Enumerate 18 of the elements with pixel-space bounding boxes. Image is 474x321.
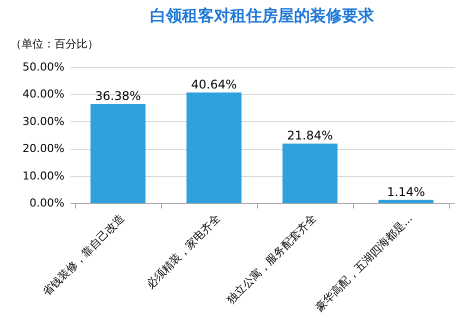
x-tick-label: 必须精装，家电齐全 — [144, 212, 223, 291]
bar — [378, 200, 434, 203]
bar — [186, 92, 242, 203]
x-tick-label: 省钱装修，靠自己改造 — [40, 212, 127, 299]
y-tick-label: 0.00% — [30, 196, 64, 210]
y-tick-label: 40.00% — [22, 88, 64, 101]
data-label: 1.14% — [386, 184, 426, 199]
chart-title: 白领租客对租住房屋的装修要求 — [150, 6, 375, 25]
y-tick-label: 10.00% — [22, 169, 64, 182]
data-label: 40.64% — [191, 77, 237, 92]
y-tick-label: 30.00% — [22, 114, 64, 128]
data-label: 36.38% — [95, 89, 141, 104]
y-tick-label: 20.00% — [22, 142, 64, 156]
bar — [282, 144, 338, 203]
data-label: 21.84% — [287, 128, 333, 143]
y-tick-label: 50.00% — [22, 60, 64, 74]
bar — [90, 104, 146, 203]
y-axis-title: （单位：百分比） — [10, 38, 98, 50]
